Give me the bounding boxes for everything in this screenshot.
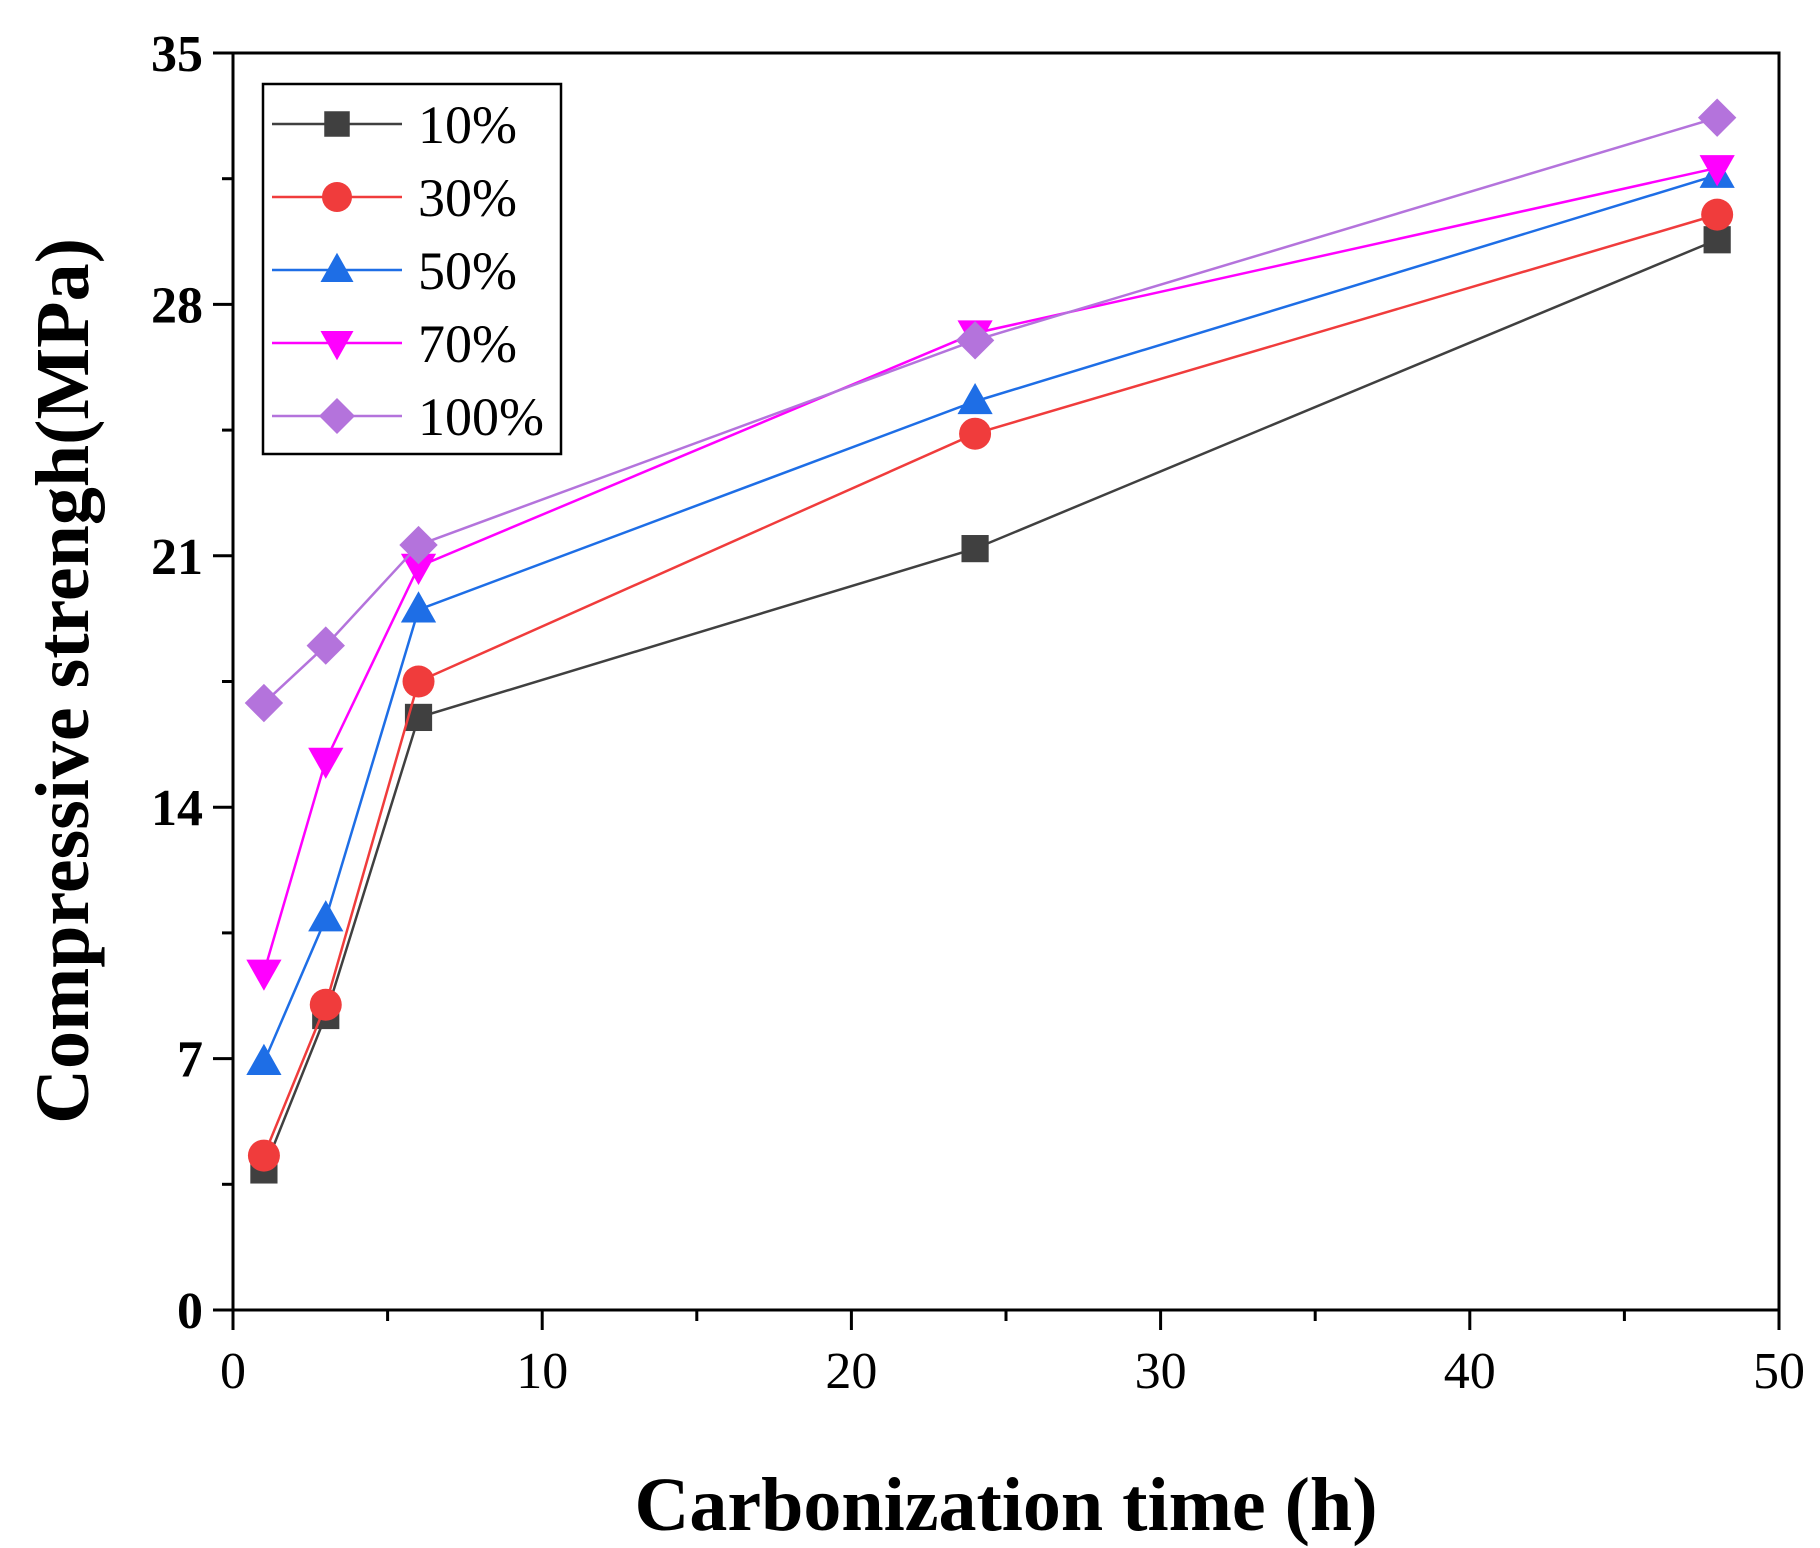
legend-item: 70% (272, 314, 517, 374)
legend-item: 50% (272, 241, 517, 301)
legend-label: 10% (418, 95, 517, 155)
data-point (1697, 98, 1737, 137)
legend-label: 50% (418, 241, 517, 301)
y-tick-label: 21 (151, 529, 203, 586)
series-3 (246, 155, 1735, 991)
y-tick-label: 35 (151, 26, 203, 83)
y-tick-label: 7 (177, 1032, 203, 1089)
legend-marker (320, 252, 354, 282)
x-tick-label: 0 (220, 1343, 246, 1400)
data-point (1701, 198, 1734, 231)
series-4 (244, 98, 1737, 723)
data-point (400, 591, 437, 623)
x-tick-label: 30 (1135, 1343, 1187, 1400)
data-point (246, 959, 282, 991)
legend-item: 100% (272, 387, 544, 447)
data-point (961, 535, 989, 563)
data-point (309, 988, 342, 1021)
y-axis-title: Compressive strengh(MPa) (21, 238, 105, 1124)
data-point (1703, 226, 1731, 254)
data-point (402, 665, 435, 698)
legend-label: 30% (418, 168, 517, 228)
data-point (955, 321, 995, 360)
legend: 10% 30% 50% 70% 100% (261, 82, 563, 456)
x-tick-label: 40 (1444, 1343, 1496, 1400)
series-layer (244, 98, 1737, 1184)
data-point (247, 1139, 280, 1172)
x-axis-title: Carbonization time (h) (634, 1463, 1377, 1547)
y-axis: 0 7 14 21 28 35 (151, 26, 233, 1340)
legend-label: 100% (418, 387, 544, 447)
data-point (308, 747, 344, 779)
data-point (244, 683, 284, 723)
x-tick-label: 20 (825, 1343, 877, 1400)
data-point (308, 900, 344, 932)
x-tick-label: 50 (1753, 1343, 1805, 1400)
legend-marker (324, 111, 350, 137)
legend-marker (319, 398, 355, 434)
legend-label: 70% (418, 314, 517, 374)
y-tick-label: 0 (177, 1283, 203, 1340)
data-point (399, 525, 438, 565)
x-axis: 0 10 20 30 40 50 (220, 1310, 1805, 1400)
data-point (306, 626, 345, 665)
legend-marker (320, 331, 354, 361)
x-tick-label: 10 (516, 1343, 568, 1400)
data-point (400, 553, 437, 585)
data-point (959, 417, 992, 450)
y-tick-label: 28 (151, 277, 203, 334)
legend-item: 30% (272, 168, 517, 228)
data-point (1699, 155, 1735, 187)
legend-marker (322, 182, 352, 212)
data-point (246, 1043, 282, 1075)
legend-item: 10% (272, 95, 517, 155)
y-tick-label: 14 (151, 780, 203, 837)
data-point (957, 382, 993, 415)
series-1 (247, 198, 1734, 1172)
